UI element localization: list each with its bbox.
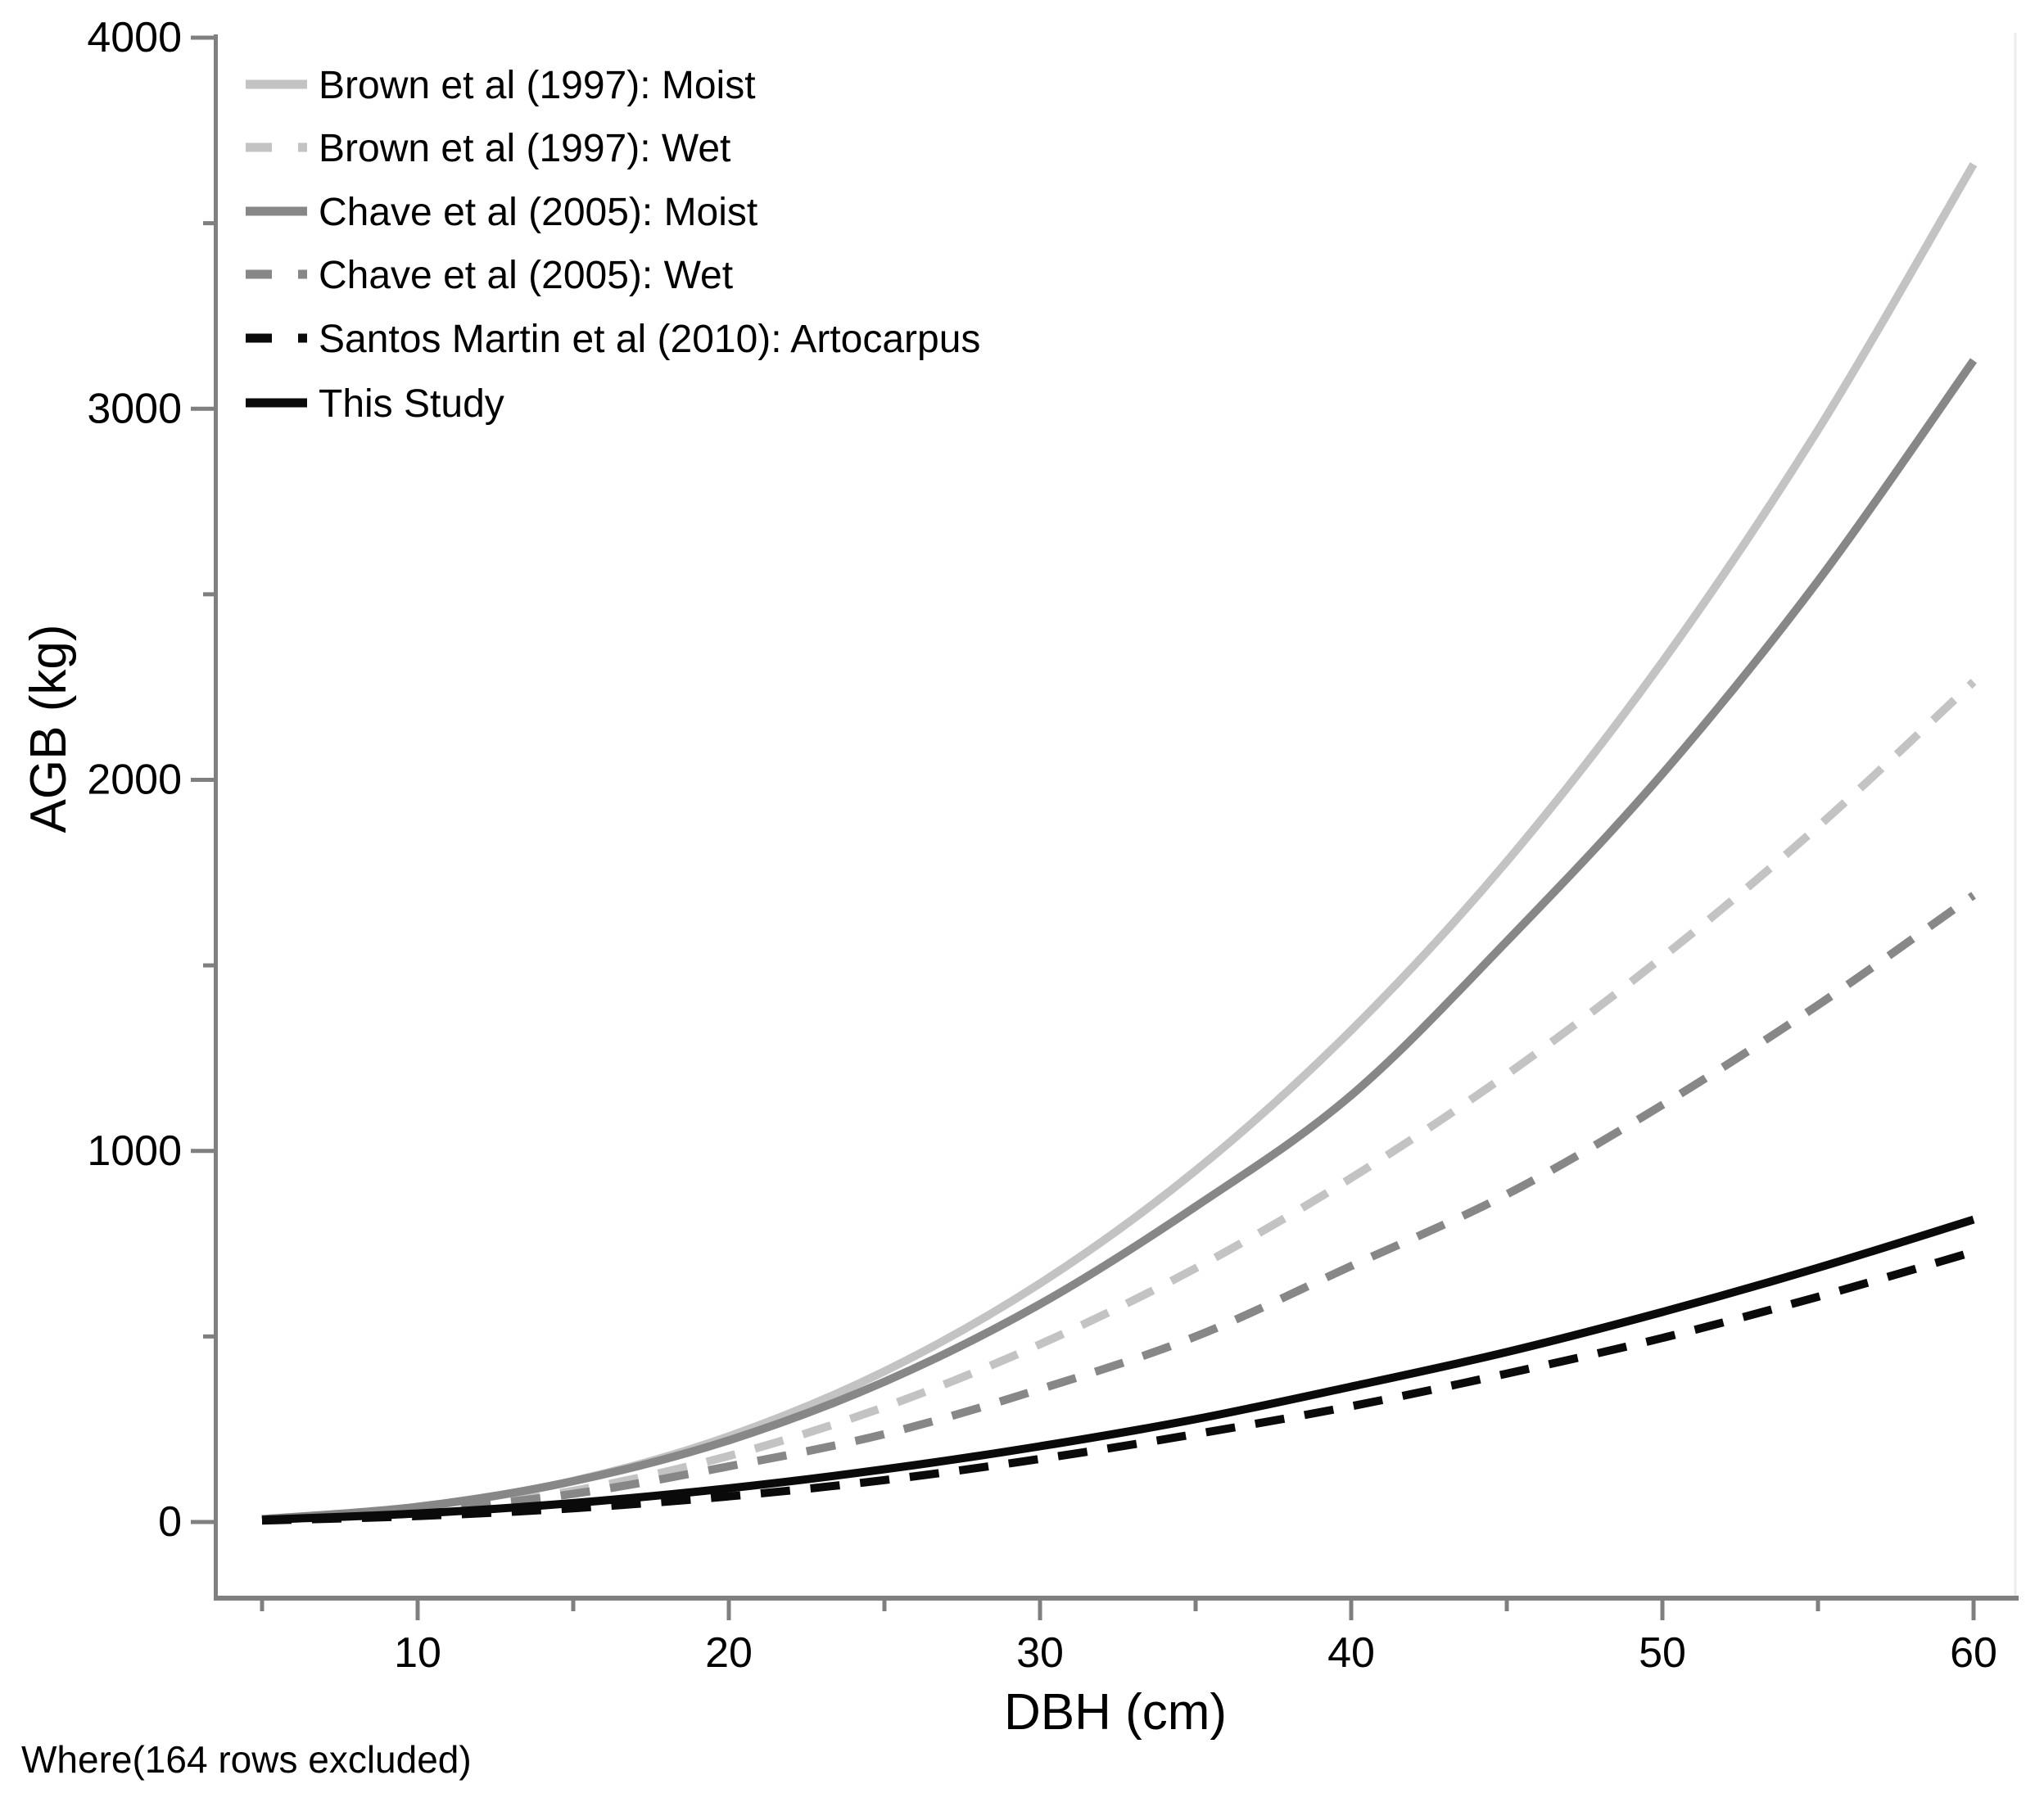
legend-label: This Study <box>319 382 504 426</box>
x-tick-label: 40 <box>1327 1629 1375 1677</box>
y-tick-label: 2000 <box>87 756 182 804</box>
curve-brown-et-al-1997-wet <box>261 679 1977 1524</box>
y-tick-label: 3000 <box>87 385 182 432</box>
legend-label: Chave et al (2005): Moist <box>319 191 757 234</box>
x-tick-label: 50 <box>1639 1629 1686 1677</box>
legend-label: Chave et al (2005): Wet <box>319 254 733 297</box>
x-tick-label: 30 <box>1016 1629 1064 1677</box>
legend-item: Brown et al (1997): Wet <box>246 127 730 170</box>
legend-label: Santos Martin et al (2010): Artocarpus <box>319 318 980 361</box>
y-tick-label: 4000 <box>87 14 182 61</box>
y-axis-ticks: 0 1000 2000 3000 4000 <box>87 14 215 1546</box>
curve-chave-et-al-2005-moist <box>261 358 1978 1524</box>
curve-this-study <box>261 1215 1975 1524</box>
series-lines <box>261 162 1978 1525</box>
x-tick-label: 60 <box>1950 1629 1997 1677</box>
legend-item: Brown et al (1997): Moist <box>246 64 756 107</box>
y-tick-label: 0 <box>158 1498 182 1546</box>
x-tick-label: 10 <box>394 1629 441 1677</box>
legend-label: Brown et al (1997): Moist <box>319 64 756 107</box>
legend-item: Chave et al (2005): Wet <box>246 254 733 297</box>
curve-santos-martin-et-al-2010-artocarpus <box>261 1248 1975 1525</box>
y-axis-title: AGB (kg) <box>20 625 77 833</box>
legend-item: Santos Martin et al (2010): Artocarpus <box>246 318 980 361</box>
y-tick-label: 1000 <box>87 1127 182 1175</box>
x-tick-label: 20 <box>705 1629 753 1677</box>
legend: Brown et al (1997): Moist Brown et al (19… <box>246 64 980 426</box>
legend-item: Chave et al (2005): Moist <box>246 191 757 234</box>
legend-item: This Study <box>246 382 504 426</box>
x-axis-ticks: 10 20 30 40 50 60 <box>260 1601 1997 1677</box>
where-note: Where(164 rows excluded) <box>21 1738 472 1781</box>
legend-label: Brown et al (1997): Wet <box>319 127 730 170</box>
x-axis-title: DBH (cm) <box>1004 1684 1227 1741</box>
curve-chave-et-al-2005-wet <box>261 892 1976 1524</box>
curve-brown-et-al-1997-moist <box>261 162 1978 1524</box>
